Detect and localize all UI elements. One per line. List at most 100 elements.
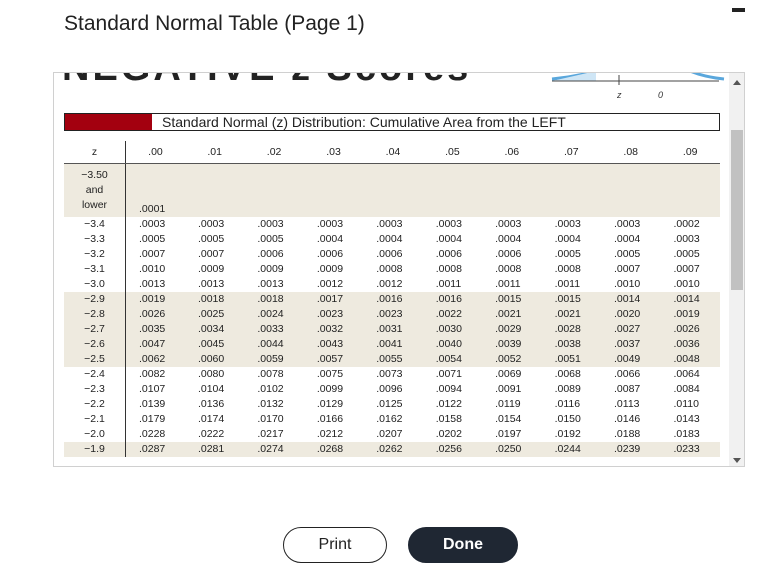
cell: .0113: [614, 398, 640, 410]
cell: .0012: [376, 278, 403, 290]
cell: .0005: [554, 248, 581, 260]
scroll-down[interactable]: [733, 458, 741, 463]
cell: .0018: [244, 292, 304, 307]
empty-cell: [660, 163, 720, 217]
cell: .0034: [184, 322, 245, 337]
cell: .0069: [495, 368, 522, 380]
empty-cell: [303, 163, 364, 217]
caption-color-block: [65, 114, 152, 130]
cell: .0102: [257, 383, 284, 395]
cell: .0179: [139, 413, 166, 425]
cell: .0091: [495, 383, 522, 395]
cell: .0008: [376, 263, 403, 275]
scroll-up[interactable]: [733, 80, 741, 85]
cell: .0158: [435, 413, 462, 425]
cell: .0005: [673, 248, 700, 260]
cell: .0166: [316, 413, 344, 425]
column-header: z: [64, 141, 126, 164]
cell: .0005: [197, 233, 225, 245]
scrollbar-thumb[interactable]: [731, 130, 743, 290]
cell: .0207: [376, 428, 403, 440]
cell: .0174: [197, 413, 225, 425]
table-row: −3.3 .0005 .0005 .0005 .0004 .0004 .0004 .0004.…: [64, 232, 720, 247]
table-row: −2.3 .0107 .0104 .0102 .0099 .0096 .0094 .0091.…: [64, 382, 720, 397]
cell: .0035: [125, 322, 185, 337]
cell: .0009: [197, 263, 225, 275]
cell: .0004: [554, 233, 581, 245]
cell: .0078: [257, 368, 284, 380]
z-table: z .00.01.02.03.04.05.06.07.08.09 −3.50 an…: [64, 141, 720, 457]
cell: .0003: [495, 218, 522, 230]
graph-label: 0: [658, 90, 663, 100]
cell: .0073: [376, 368, 403, 380]
cell: .0016: [363, 292, 423, 307]
table-row: −2.9.0019.0018.0018.0017.0016.0016.0015.…: [64, 292, 720, 307]
empty-cell: [601, 163, 661, 217]
empty-cell: [541, 163, 601, 217]
row-label: −3.0: [64, 277, 126, 292]
row-label: −2.4: [64, 367, 126, 382]
cell: .0110: [673, 398, 699, 410]
row-label: −3.2: [64, 247, 126, 262]
cell: .0011: [495, 278, 521, 290]
row-label: −3.50 and lower: [64, 163, 126, 217]
cell: .0003: [139, 218, 166, 230]
table-row: −3.4 .0003 .0003 .0003 .0003 .0003 .0003 .0003.…: [64, 217, 720, 232]
cell: .0029: [482, 322, 542, 337]
column-header: .09: [660, 141, 720, 164]
cell: .0020: [601, 307, 661, 322]
row-label: −2.5: [64, 352, 126, 367]
print-button[interactable]: Print: [283, 527, 387, 563]
empty-cell: [422, 163, 483, 217]
cell: .0096: [376, 383, 403, 395]
cell: .0104: [197, 383, 225, 395]
empty-cell: [482, 163, 542, 217]
cell: .0007: [139, 248, 166, 260]
table-row: −3.0 .0013 .0013 .0013 .0012 .0012 .0011 .0011.…: [64, 277, 720, 292]
cell: .0009: [316, 263, 344, 275]
cell: .0256: [422, 442, 483, 457]
cell: .0228: [139, 428, 166, 440]
cell: .0068: [554, 368, 581, 380]
cell: .0281: [184, 442, 245, 457]
cell: .0146: [614, 413, 641, 425]
curve: [690, 73, 725, 81]
table-row: −3.1 .0010 .0009 .0009 .0009 .0008 .0008 .0008.…: [64, 262, 720, 277]
cell: .0087: [614, 383, 641, 395]
cell: .0129: [316, 398, 344, 410]
table-row: −2.4 .0082 .0080 .0078 .0075 .0073 .0071 .0069.…: [64, 367, 720, 382]
cell: .0038: [541, 337, 601, 352]
cell: .0026: [125, 307, 185, 322]
row-label: −2.1: [64, 412, 126, 427]
cell: .0013: [197, 278, 225, 290]
cell: .0022: [422, 307, 483, 322]
done-button[interactable]: Done: [408, 527, 518, 563]
column-header: .08: [601, 141, 661, 164]
row-label: −2.0: [64, 427, 126, 442]
row-label: −2.6: [64, 337, 126, 352]
cell: .0013: [139, 278, 166, 290]
cell: .0005: [139, 233, 166, 245]
row-label: −3.1: [64, 262, 126, 277]
cell: .0010: [614, 278, 641, 290]
table-row: −2.8.0026.0025.0024.0023.0023.0022.0021.…: [64, 307, 720, 322]
cell: .0027: [601, 322, 661, 337]
cell: .0006: [316, 248, 344, 260]
row-label: −2.9: [64, 292, 126, 307]
table-row: −2.6.0047.0045.0044.0043.0041.0040.0039.…: [64, 337, 720, 352]
cell: .0139: [139, 398, 166, 410]
cell: .0047: [125, 337, 185, 352]
cell: .0183: [673, 428, 700, 440]
cell: .0021: [541, 307, 601, 322]
cell: .0014: [601, 292, 661, 307]
cell: .0132: [257, 398, 284, 410]
banner: NEGATIVE z Scores: [62, 73, 471, 90]
cell: .0003: [257, 218, 284, 230]
cell: .0055: [363, 352, 423, 367]
cell: .0268: [303, 442, 364, 457]
cell: .0003: [316, 218, 344, 230]
cell: .0004: [316, 233, 344, 245]
cell: .0057: [303, 352, 364, 367]
minimize-button[interactable]: [732, 8, 745, 12]
cell: .0004: [435, 233, 462, 245]
